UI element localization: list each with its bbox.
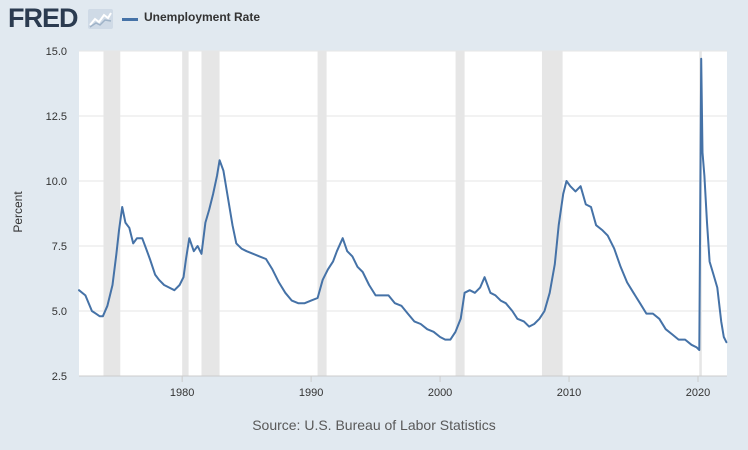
recession-band — [541, 51, 563, 376]
recession-band — [317, 51, 327, 376]
fred-chart-icon — [88, 9, 113, 29]
plot-area — [79, 51, 727, 376]
y-tick-label: 2.5 — [52, 371, 67, 383]
series-layer — [78, 57, 728, 351]
y-tick-label: 12.5 — [46, 111, 67, 123]
y-axis: 2.5 5.0 7.5 10.0 12.5 15.0 — [46, 46, 67, 383]
x-tick-label: 1980 — [170, 387, 194, 399]
y-tick-label: 7.5 — [52, 241, 67, 253]
recession-band — [455, 51, 465, 376]
fred-logo[interactable]: FRED — [8, 3, 78, 33]
x-tick-label: 2020 — [686, 387, 710, 399]
legend-label: Unemployment Rate — [144, 10, 261, 24]
recession-band — [182, 51, 189, 376]
chart-header: FRED Unemployment Rate — [0, 0, 748, 40]
y-axis-title: Percent — [11, 191, 25, 233]
x-tick-label: 2000 — [428, 387, 452, 399]
x-tick-label: 1990 — [299, 387, 323, 399]
y-tick-label: 10.0 — [46, 176, 67, 188]
x-axis: 1980 1990 2000 2010 2020 — [79, 375, 727, 399]
recession-band — [103, 51, 121, 376]
source-note: Source: U.S. Bureau of Labor Statistics — [252, 417, 496, 433]
x-tick-label: 2010 — [557, 387, 581, 399]
line-chart: 2.5 5.0 7.5 10.0 12.5 15.0 1980 1990 2000 2010 20… — [11, 46, 728, 399]
recession-band — [201, 51, 220, 376]
y-tick-label: 15.0 — [46, 46, 67, 58]
y-tick-label: 5.0 — [52, 306, 67, 318]
series-line[interactable] — [78, 57, 728, 351]
legend-swatch — [122, 18, 138, 21]
